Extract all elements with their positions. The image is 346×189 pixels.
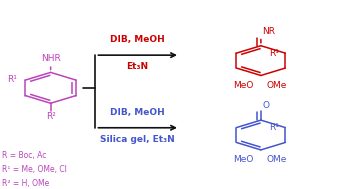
Text: NHR: NHR <box>41 54 61 63</box>
Text: Silica gel, Et₃N: Silica gel, Et₃N <box>100 135 175 144</box>
Text: Et₃N: Et₃N <box>127 62 149 71</box>
Text: R¹: R¹ <box>7 75 17 84</box>
Text: DIB, MeOH: DIB, MeOH <box>110 108 165 117</box>
Text: OMe: OMe <box>266 155 286 164</box>
Text: R¹: R¹ <box>269 49 279 58</box>
Text: R² = H, OMe: R² = H, OMe <box>2 179 50 188</box>
Text: R = Boc, Ac: R = Boc, Ac <box>2 151 47 160</box>
Text: R¹: R¹ <box>269 123 279 132</box>
Text: O: O <box>263 101 270 110</box>
Text: DIB, MeOH: DIB, MeOH <box>110 35 165 44</box>
Text: NR: NR <box>263 27 276 36</box>
Text: MeO: MeO <box>234 155 254 164</box>
Text: R¹ = Me, OMe, Cl: R¹ = Me, OMe, Cl <box>2 165 67 174</box>
Text: MeO: MeO <box>234 81 254 90</box>
Text: OMe: OMe <box>266 81 286 90</box>
Text: R²: R² <box>46 112 56 121</box>
